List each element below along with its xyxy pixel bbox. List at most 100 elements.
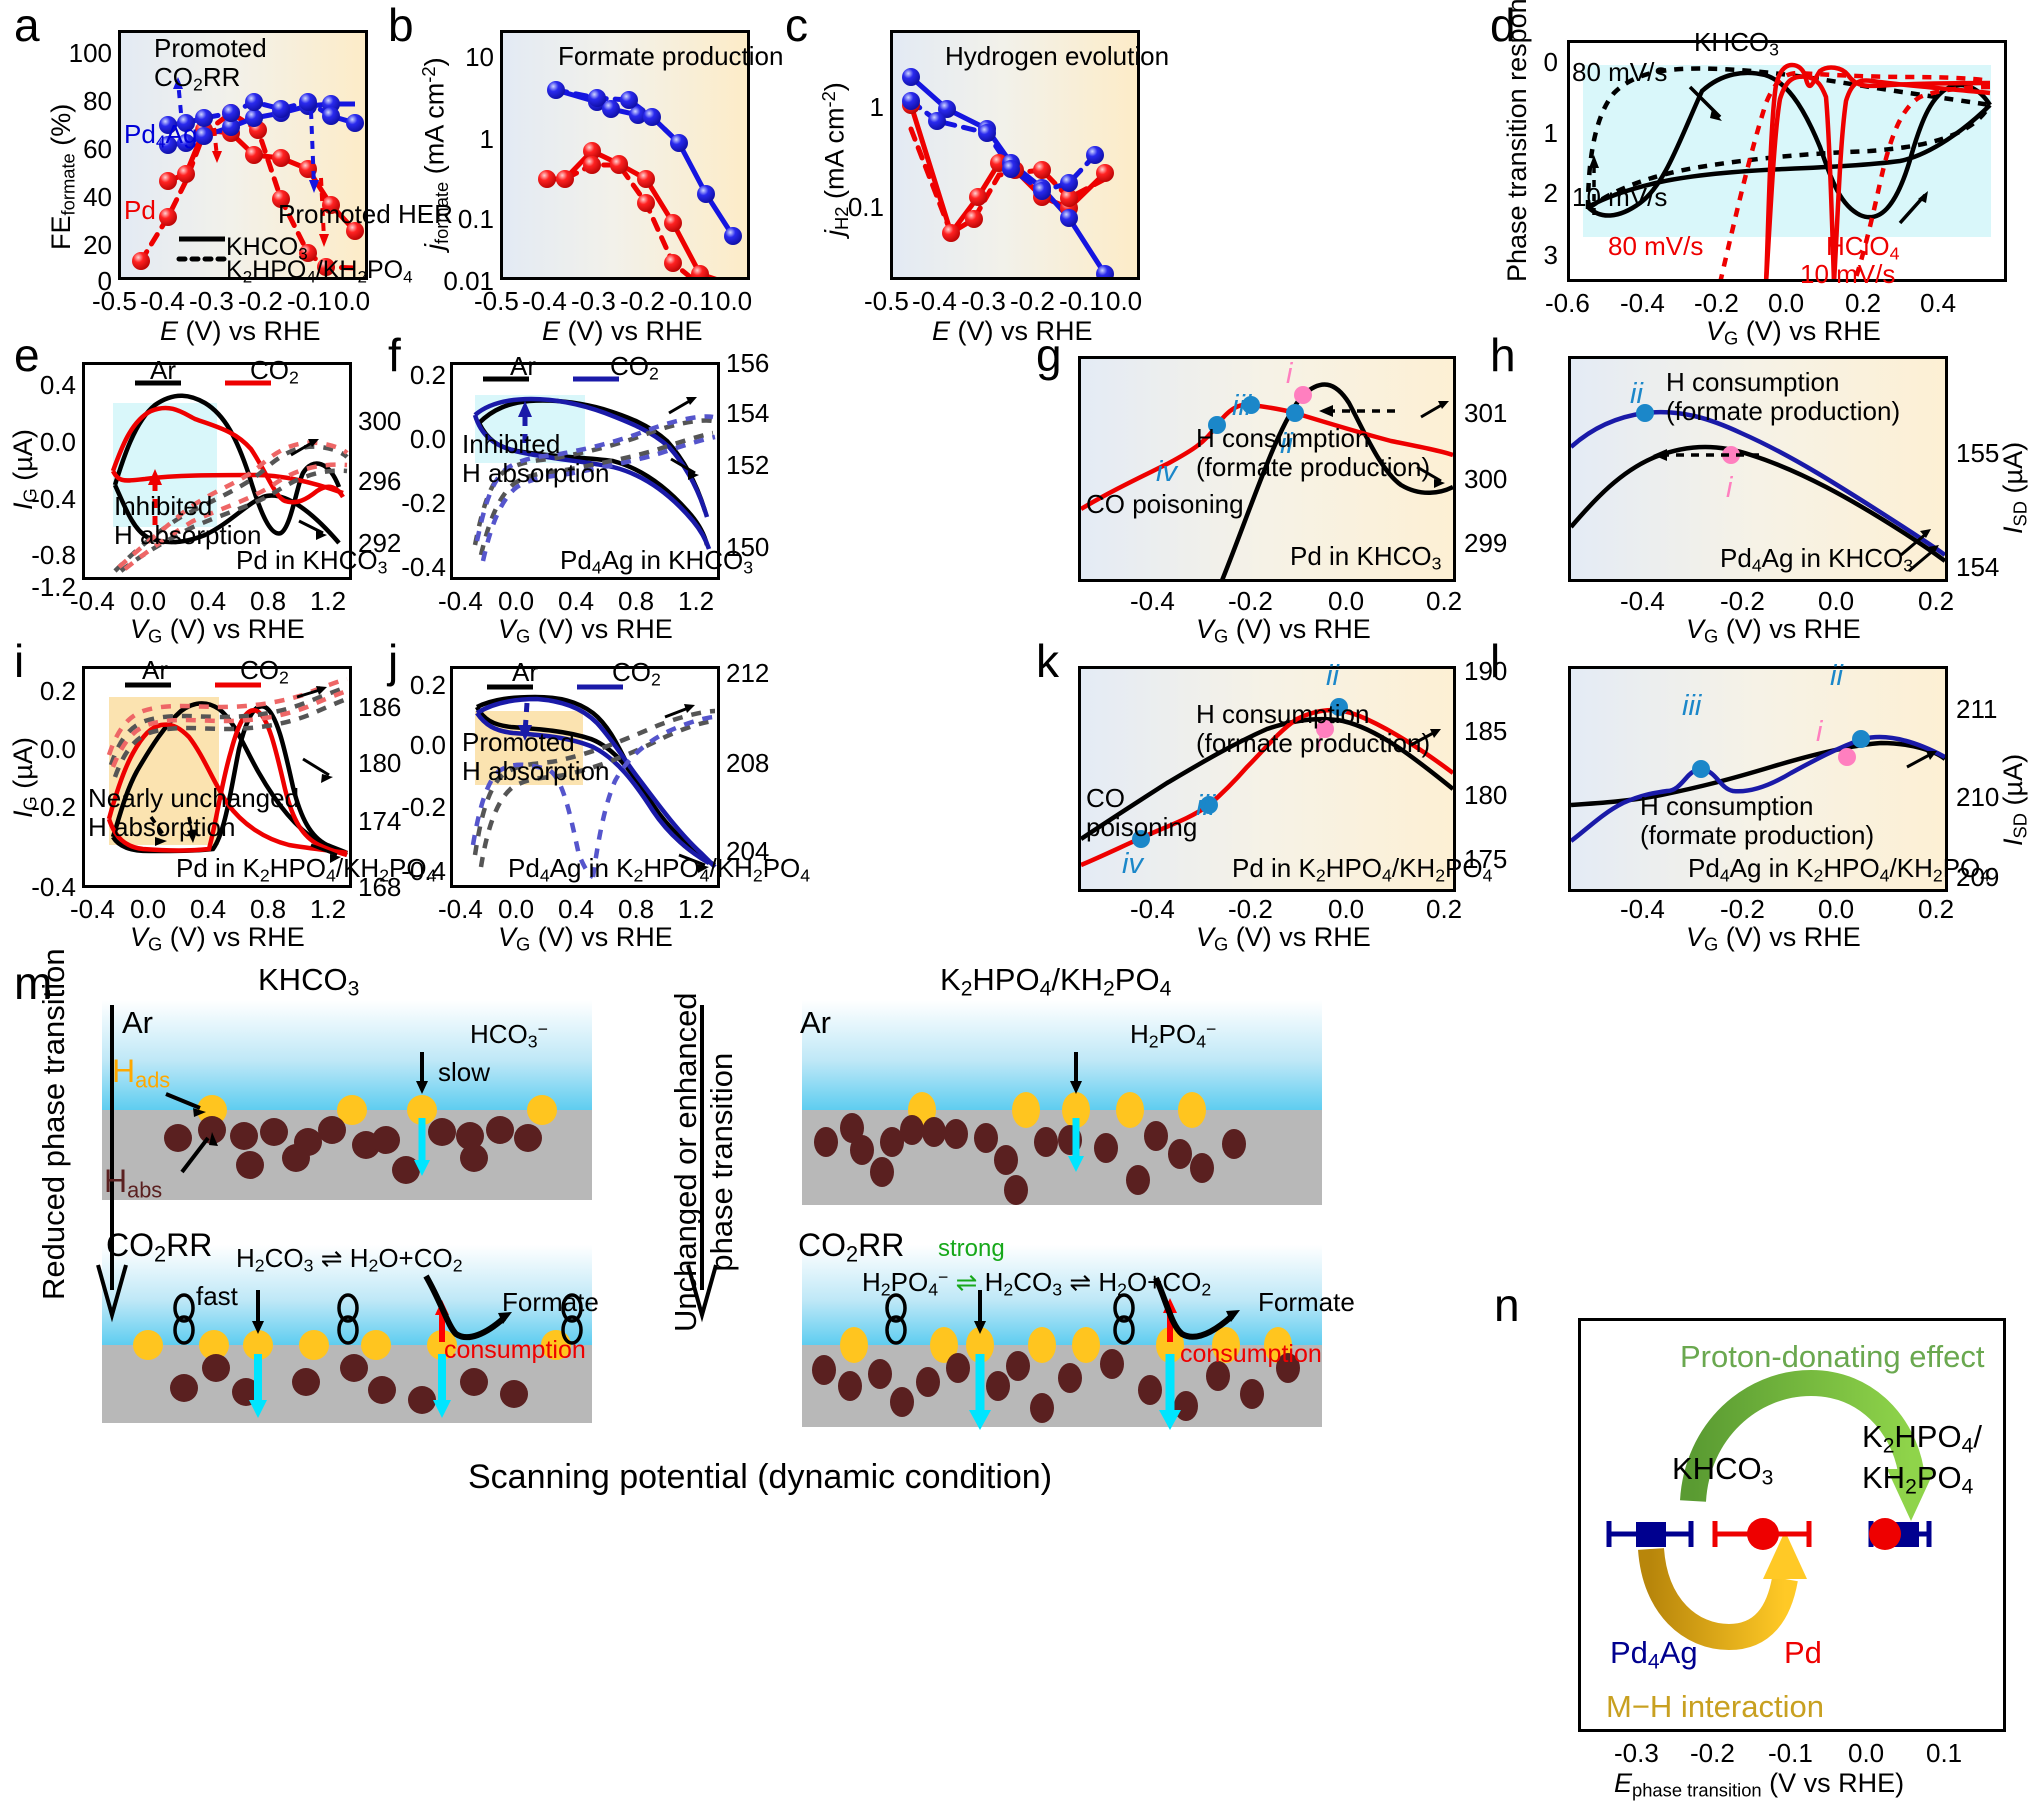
panel-k-marker-iii: iii	[1196, 790, 1216, 822]
panel-m-left-top-species: HCO3−	[470, 1019, 548, 1052]
panel-c-title: Hydrogen evolution	[945, 41, 1170, 71]
panel-j-xtick-1: 0.0	[498, 894, 535, 924]
panel-k-xtick-1: -0.2	[1228, 894, 1273, 924]
panel-i-ytick-00: 0.0	[39, 734, 76, 764]
panel-i-ytick-m04: -0.4	[31, 872, 76, 902]
panel-m-left-bottom-gas: CO2RR	[106, 1227, 213, 1267]
panel-label-d: d	[1490, 0, 1516, 51]
panel-e-ytick-00: 0.0	[39, 427, 76, 457]
panel-f-caption: Pd4Ag in KHCO3	[560, 545, 754, 578]
panel-k-xtick-2: 0.0	[1328, 894, 1365, 924]
panel-d-xtick-5: 0.4	[1920, 288, 1957, 318]
panel-a-ytick-80: 80	[83, 86, 112, 116]
panel-f-xtick-0: -0.4	[438, 586, 483, 616]
panel-j-legend-co2: CO2	[612, 657, 661, 690]
panel-b-xtick-2: -0.3	[571, 286, 616, 316]
panel-a-ytick-100: 100	[68, 38, 112, 68]
panel-c-yaxis-title: jH2 (mA cm-2)	[818, 82, 852, 236]
panel-a-xtick-2: -0.3	[189, 286, 234, 316]
panel-n-xtick-4: 0.1	[1926, 1738, 1963, 1768]
panel-h-rytick-155: 155	[1956, 438, 2000, 468]
panel-j-ytick-02: 0.2	[409, 670, 446, 700]
panel-d-xtick-1: -0.4	[1620, 288, 1665, 318]
panel-i-yaxis-title: IG (µA)	[8, 737, 41, 818]
panel-f-xtick-4: 1.2	[678, 586, 715, 616]
panel-f-ytick-02: 0.2	[409, 360, 446, 390]
panel-c-plot	[890, 30, 1140, 280]
panel-e-xtick-1: 0.0	[130, 586, 167, 616]
panel-m-schematic	[96, 1000, 1322, 1430]
panel-e-ytick-m04: -0.4	[31, 484, 76, 514]
panel-l-xaxis-title: VG (V) vs RHE	[1686, 922, 1861, 955]
panel-a-ytick-60: 60	[83, 134, 112, 164]
panel-d-xtick-3: 0.0	[1768, 288, 1805, 318]
panel-label-a: a	[14, 0, 40, 51]
panel-e-rytick-292: 292	[358, 528, 402, 558]
panel-h-xtick-3: 0.2	[1918, 586, 1955, 616]
panel-g-note-co-poisoning: CO poisoning	[1086, 489, 1244, 519]
panel-a-xtick-3: -0.2	[238, 286, 283, 316]
panel-f-ytick-m02: -0.2	[401, 488, 446, 518]
panel-d-note-black-80: 80 mV/s	[1572, 57, 1668, 87]
panel-i-rytick-180: 180	[358, 748, 402, 778]
panel-d-plot	[1567, 40, 2007, 282]
panel-f-plot	[450, 362, 720, 580]
panel-j-plot	[450, 666, 720, 888]
panel-e-legend-co2: CO2	[250, 355, 299, 388]
panel-e-yaxis-title: IG (µA)	[8, 429, 41, 510]
panel-m-hads-label: Hads	[112, 1053, 171, 1093]
panel-l-yaxis-title: ISD (µA)	[1998, 753, 2031, 846]
panel-e-xtick-3: 0.8	[250, 586, 287, 616]
panel-i-ytick-02: 0.2	[39, 676, 76, 706]
panel-l-rytick-211: 211	[1956, 694, 1998, 724]
panel-g-marker-iv: iv	[1156, 456, 1177, 488]
panel-j-rytick-212: 212	[726, 658, 770, 688]
panel-a-ytick-40: 40	[83, 182, 112, 212]
panel-b-ytick-001: 0.01	[443, 266, 494, 296]
panel-a-xtick-1: -0.4	[140, 286, 185, 316]
panel-g-xtick-2: 0.0	[1328, 586, 1365, 616]
panel-a-yaxis-title: FEformate (%)	[46, 103, 79, 250]
panel-b-yaxis-title: jformate (mA cm-2)	[418, 57, 452, 250]
panel-c-xaxis-title: E (V) vs RHE	[932, 316, 1093, 346]
panel-h-xaxis-title: VG (V) vs RHE	[1686, 614, 1861, 647]
panel-e-caption: Pd in KHCO3	[236, 545, 388, 578]
panel-b-ytick-1: 1	[479, 124, 494, 154]
panel-a-legend-kphos: K2HPO4/KH2PO4	[226, 256, 413, 287]
panel-e-plot	[82, 362, 352, 580]
panel-j-rytick-208: 208	[726, 748, 770, 778]
panel-label-m: m	[14, 957, 53, 1009]
panel-m-bottom-label: Scanning potential (dynamic condition)	[468, 1458, 1053, 1496]
panel-label-i: i	[14, 635, 25, 687]
panel-d-ytick-2: 2	[1543, 178, 1558, 208]
panel-c-xtick-0: -0.5	[864, 286, 909, 316]
panel-d-xtick-4: 0.2	[1845, 288, 1882, 318]
panel-l-xtick-3: 0.2	[1918, 894, 1955, 924]
panel-n-xtick-2: -0.1	[1768, 1738, 1813, 1768]
panel-e-note-inhibited: Inhibited H absorption	[114, 491, 262, 551]
panel-f-rytick-154: 154	[726, 398, 770, 428]
panel-l-xtick-1: -0.2	[1720, 894, 1765, 924]
panel-b-xtick-3: -0.2	[620, 286, 665, 316]
panel-n-xtick-3: 0.0	[1848, 1738, 1885, 1768]
panel-b-xaxis-title: E (V) vs RHE	[542, 316, 703, 346]
panel-j-note: Promoted H absorption	[462, 727, 610, 787]
panel-l-xtick-2: 0.0	[1818, 894, 1855, 924]
panel-label-k: k	[1036, 635, 1059, 687]
panel-j-xtick-3: 0.8	[618, 894, 655, 924]
panel-i-plot	[82, 666, 352, 888]
panel-g-marker-i: i	[1286, 358, 1293, 390]
panel-m-right-bottom-strong: strong	[938, 1235, 1005, 1262]
panel-d-note-khco3: KHCO3	[1694, 27, 1779, 60]
panel-j-ytick-m04: -0.4	[401, 856, 446, 886]
panel-m-left-bottom-equation: H2CO3 ⇌ H2O+CO2	[236, 1243, 463, 1276]
panel-n-note-pd4ag: Pd4Ag	[1610, 1635, 1698, 1674]
panel-n-plot	[1578, 1318, 2006, 1732]
panel-f-legend-ar: Ar	[510, 351, 536, 381]
panel-f-note-inhibited: Inhibited H absorption	[462, 429, 610, 489]
panel-l-rytick-209: 209	[1956, 862, 2000, 892]
panel-m-right-top-gas: Ar	[800, 1005, 831, 1040]
panel-m-left-bottom-product: Formate	[502, 1287, 599, 1317]
panel-j-caption: Pd4Ag in K2HPO4/KH2PO4	[508, 853, 811, 886]
panel-i-legend-ar: Ar	[142, 655, 168, 685]
